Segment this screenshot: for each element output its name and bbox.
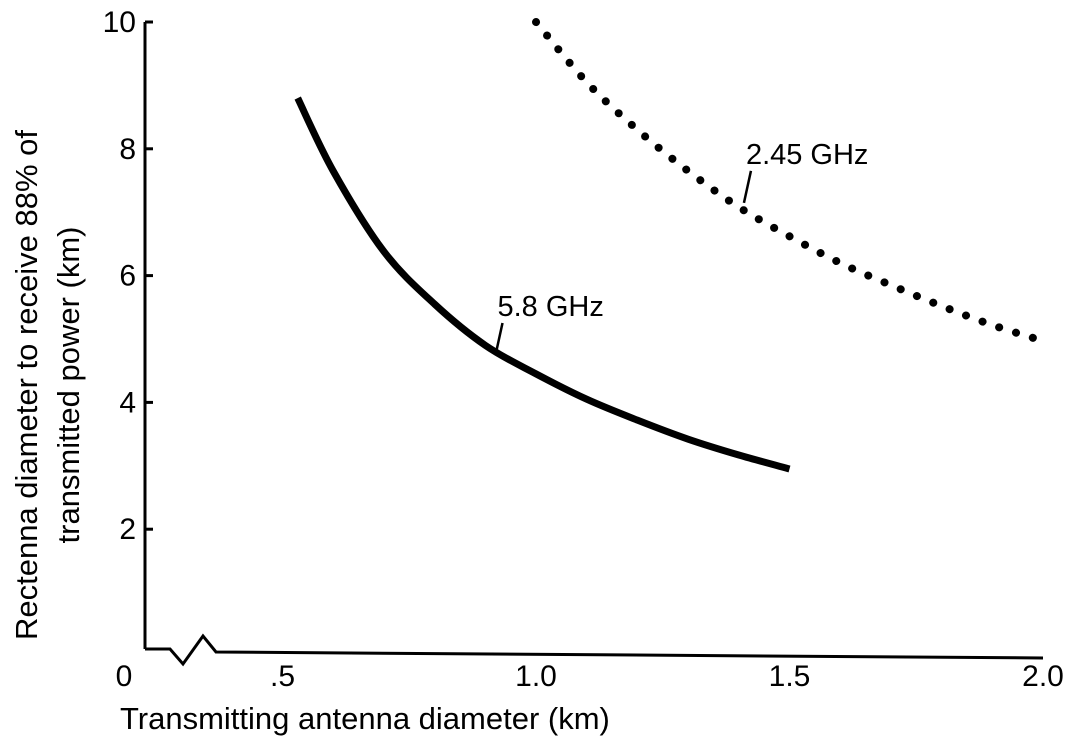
annotation-layer: 5.8 GHz 2.45 GHz: [494, 139, 869, 356]
x-tick-label-0: 0: [116, 660, 133, 693]
annotation-leader-2-45-ghz: [742, 170, 753, 204]
series-layer: [294, 18, 1047, 473]
x-tick-label-.5: .5: [270, 660, 295, 693]
y-tick-label-4: 4: [119, 386, 136, 419]
x-tick-label-1.0: 1.0: [515, 660, 557, 693]
x-axis-title: Transmitting antenna diameter (km): [120, 701, 610, 736]
data-point-2-45-ghz-1: [586, 82, 587, 83]
y-axis-title-line-1: Rectenna diameter to receive 88% of: [9, 130, 44, 640]
data-point-2-45-ghz-10: [1043, 340, 1044, 341]
series-label-5-8-ghz: 5.8 GHz: [498, 291, 604, 323]
x-tick-label-1.5: 1.5: [769, 660, 811, 693]
y-tick-label-10: 10: [103, 6, 136, 39]
y-axis-ticks: 2 4 6 8 10: [103, 6, 153, 546]
series-label-2-45-ghz: 2.45 GHz: [746, 139, 869, 171]
x-axis-ticks: 0 .5 1.0 1.5 2.0: [116, 660, 1064, 693]
x-axis-line: [145, 633, 1044, 667]
data-point-2-45-ghz-2: [637, 129, 638, 130]
series-line-2-45-ghz: [532, 18, 1047, 345]
y-tick-label-2: 2: [119, 513, 136, 546]
y-tick-label-8: 8: [119, 133, 136, 166]
data-point-2-45-ghz-9: [992, 325, 993, 326]
annotation-leader-5-8-ghz: [494, 322, 504, 356]
data-point-2-45-ghz-4: [738, 207, 739, 208]
data-point-2-45-ghz-8: [941, 306, 942, 307]
data-point-2-45-ghz-7: [890, 285, 891, 286]
y-axis-title-line-2: transmitted power (km): [51, 227, 86, 544]
x-tick-label-2.0: 2.0: [1022, 660, 1064, 693]
series-line-5-8-ghz: [294, 96, 791, 473]
y-tick-label-6: 6: [119, 260, 136, 293]
y-axis-title-group: Rectenna diameter to receive 88% of tran…: [9, 130, 86, 640]
